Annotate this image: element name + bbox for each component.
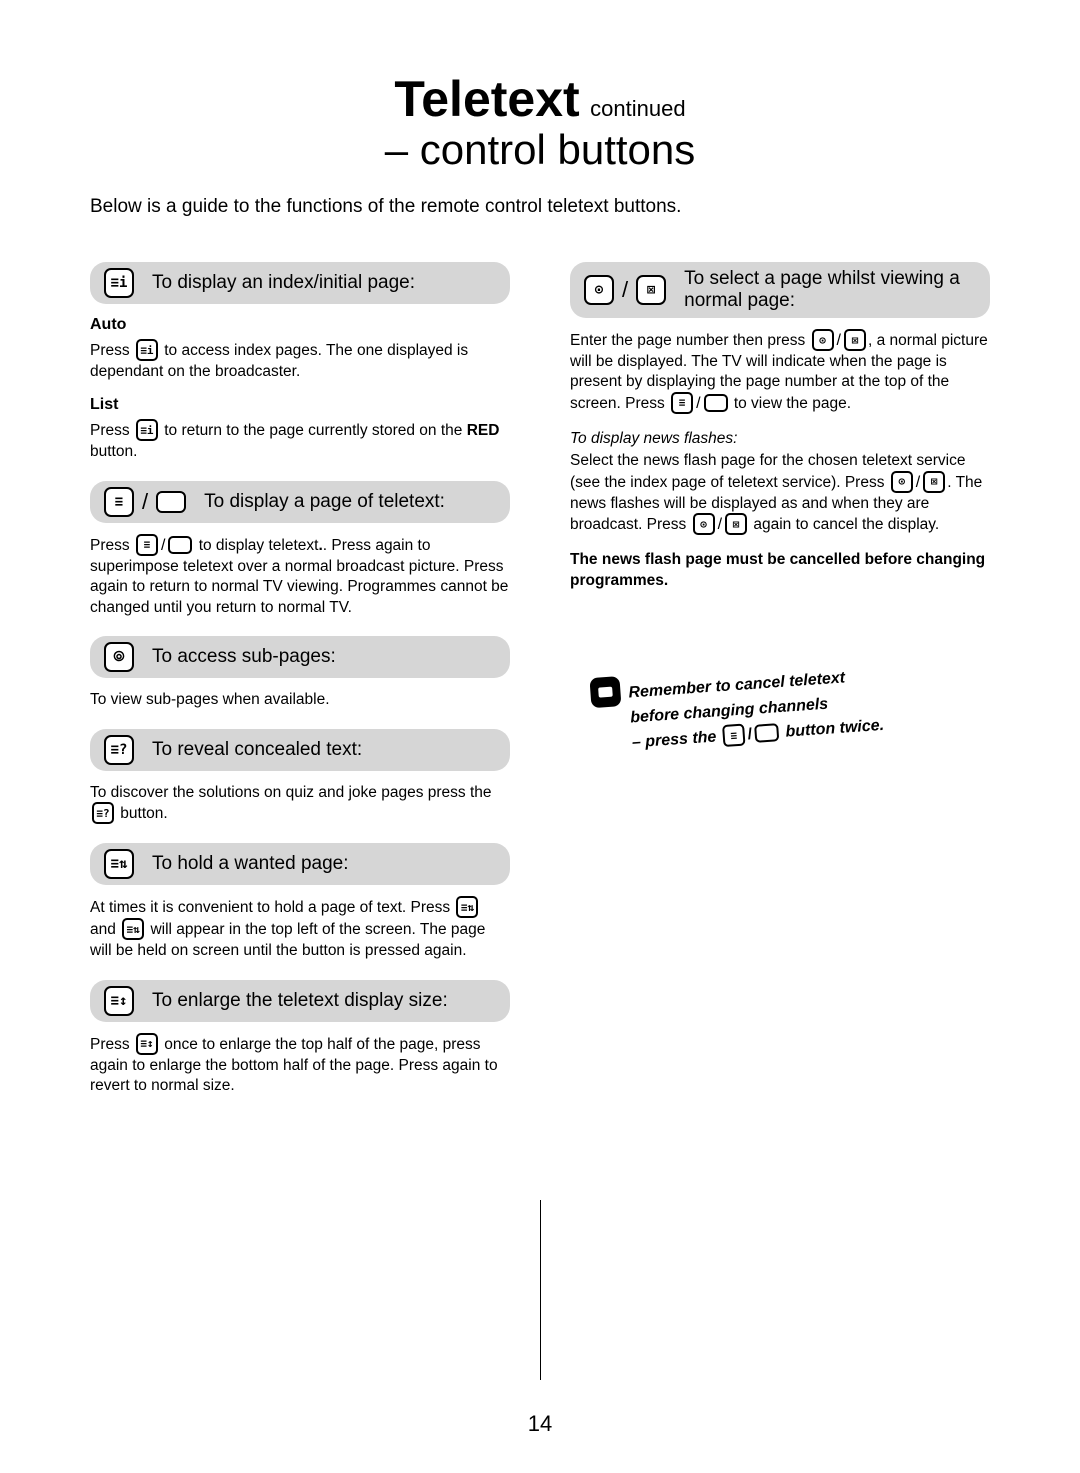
section-label: To display a page of teletext: [204, 491, 445, 513]
index-icon: ≡i [136, 419, 158, 441]
enlarge-body: Press ≡↕ once to enlarge the top half of… [90, 1034, 510, 1097]
reveal-body: To discover the solutions on quiz and jo… [90, 783, 510, 825]
news-flash-heading: To display news flashes: [570, 429, 990, 449]
intro-text: Below is a guide to the functions of the… [90, 196, 990, 218]
title-continued: continued [590, 96, 685, 121]
clock-icon: ⊙ [693, 513, 715, 535]
auto-body: Press ≡i to access index pages. The one … [90, 340, 510, 382]
list-heading: List [90, 396, 510, 414]
index-icon: ≡i [136, 339, 158, 361]
section-label: To select a page whilst viewing a normal… [684, 268, 976, 312]
section-label: To hold a wanted page: [152, 853, 349, 875]
select-page-body: Enter the page number then press ⊙/⊠, a … [570, 330, 990, 415]
hold-icon: ≡⇅ [104, 849, 134, 879]
news-flash-warning: The news flash page must be cancelled be… [570, 550, 990, 591]
blank-icon [755, 724, 780, 744]
news-flash-body: Select the news flash page for the chose… [570, 451, 990, 536]
section-select-page: ⊙/⊠ To select a page whilst viewing a no… [570, 262, 990, 318]
clock-icon: ⊙ [812, 329, 834, 351]
section-label: To access sub-pages: [152, 646, 336, 668]
clock-icon: ⊙ [584, 275, 614, 305]
list-body: Press ≡i to return to the page currently… [90, 420, 510, 462]
cancel-icon: ⊠ [844, 329, 866, 351]
section-label: To enlarge the teletext display size: [152, 990, 448, 1012]
size-icon: ≡↕ [136, 1033, 158, 1055]
page-number: 14 [0, 1411, 1080, 1437]
cancel-icon: ⊠ [725, 513, 747, 535]
title-main: Teletext [394, 71, 579, 127]
blank-icon [156, 491, 186, 513]
note-bullet-icon [589, 676, 621, 708]
right-column: ⊙/⊠ To select a page whilst viewing a no… [570, 244, 990, 1111]
clock-icon: ⊙ [891, 471, 913, 493]
subtitle: – control buttons [90, 126, 990, 174]
reveal-icon: ≡? [104, 735, 134, 765]
section-enlarge: ≡↕ To enlarge the teletext display size: [90, 980, 510, 1022]
display-teletext-body: Press ≡/ to display teletext.. Press aga… [90, 535, 510, 618]
hold-body: At times it is convenient to hold a page… [90, 897, 510, 961]
text-icon: ≡ [136, 534, 158, 556]
reminder-note: Remember to cancel teletext before chang… [568, 657, 992, 761]
section-label: To reveal concealed text: [152, 739, 362, 761]
sub-pages-body: To view sub-pages when available. [90, 690, 510, 710]
section-index-page: ≡i To display an index/initial page: [90, 262, 510, 304]
hold-icon: ≡⇅ [122, 918, 144, 940]
section-display-teletext: ≡/ To display a page of teletext: [90, 481, 510, 523]
blank-icon [704, 394, 728, 412]
cancel-icon: ⊠ [636, 275, 666, 305]
section-sub-pages: ⦾ To access sub-pages: [90, 636, 510, 678]
index-icon: ≡i [104, 268, 134, 298]
center-rule [540, 1200, 541, 1380]
blank-icon [168, 536, 192, 554]
size-icon: ≡↕ [104, 986, 134, 1016]
text-icon: ≡ [104, 487, 134, 517]
reveal-icon: ≡? [92, 802, 114, 824]
section-hold: ≡⇅ To hold a wanted page: [90, 843, 510, 885]
section-label: To display an index/initial page: [152, 272, 415, 294]
left-column: ≡i To display an index/initial page: Aut… [90, 244, 510, 1111]
page-header: Teletext continued – control buttons [90, 70, 990, 174]
text-icon: ≡ [671, 392, 693, 414]
text-icon: ≡ [722, 724, 745, 747]
auto-heading: Auto [90, 316, 510, 334]
hold-icon: ≡⇅ [456, 896, 478, 918]
section-reveal: ≡? To reveal concealed text: [90, 729, 510, 771]
cancel-icon: ⊠ [923, 471, 945, 493]
subpage-icon: ⦾ [104, 642, 134, 672]
